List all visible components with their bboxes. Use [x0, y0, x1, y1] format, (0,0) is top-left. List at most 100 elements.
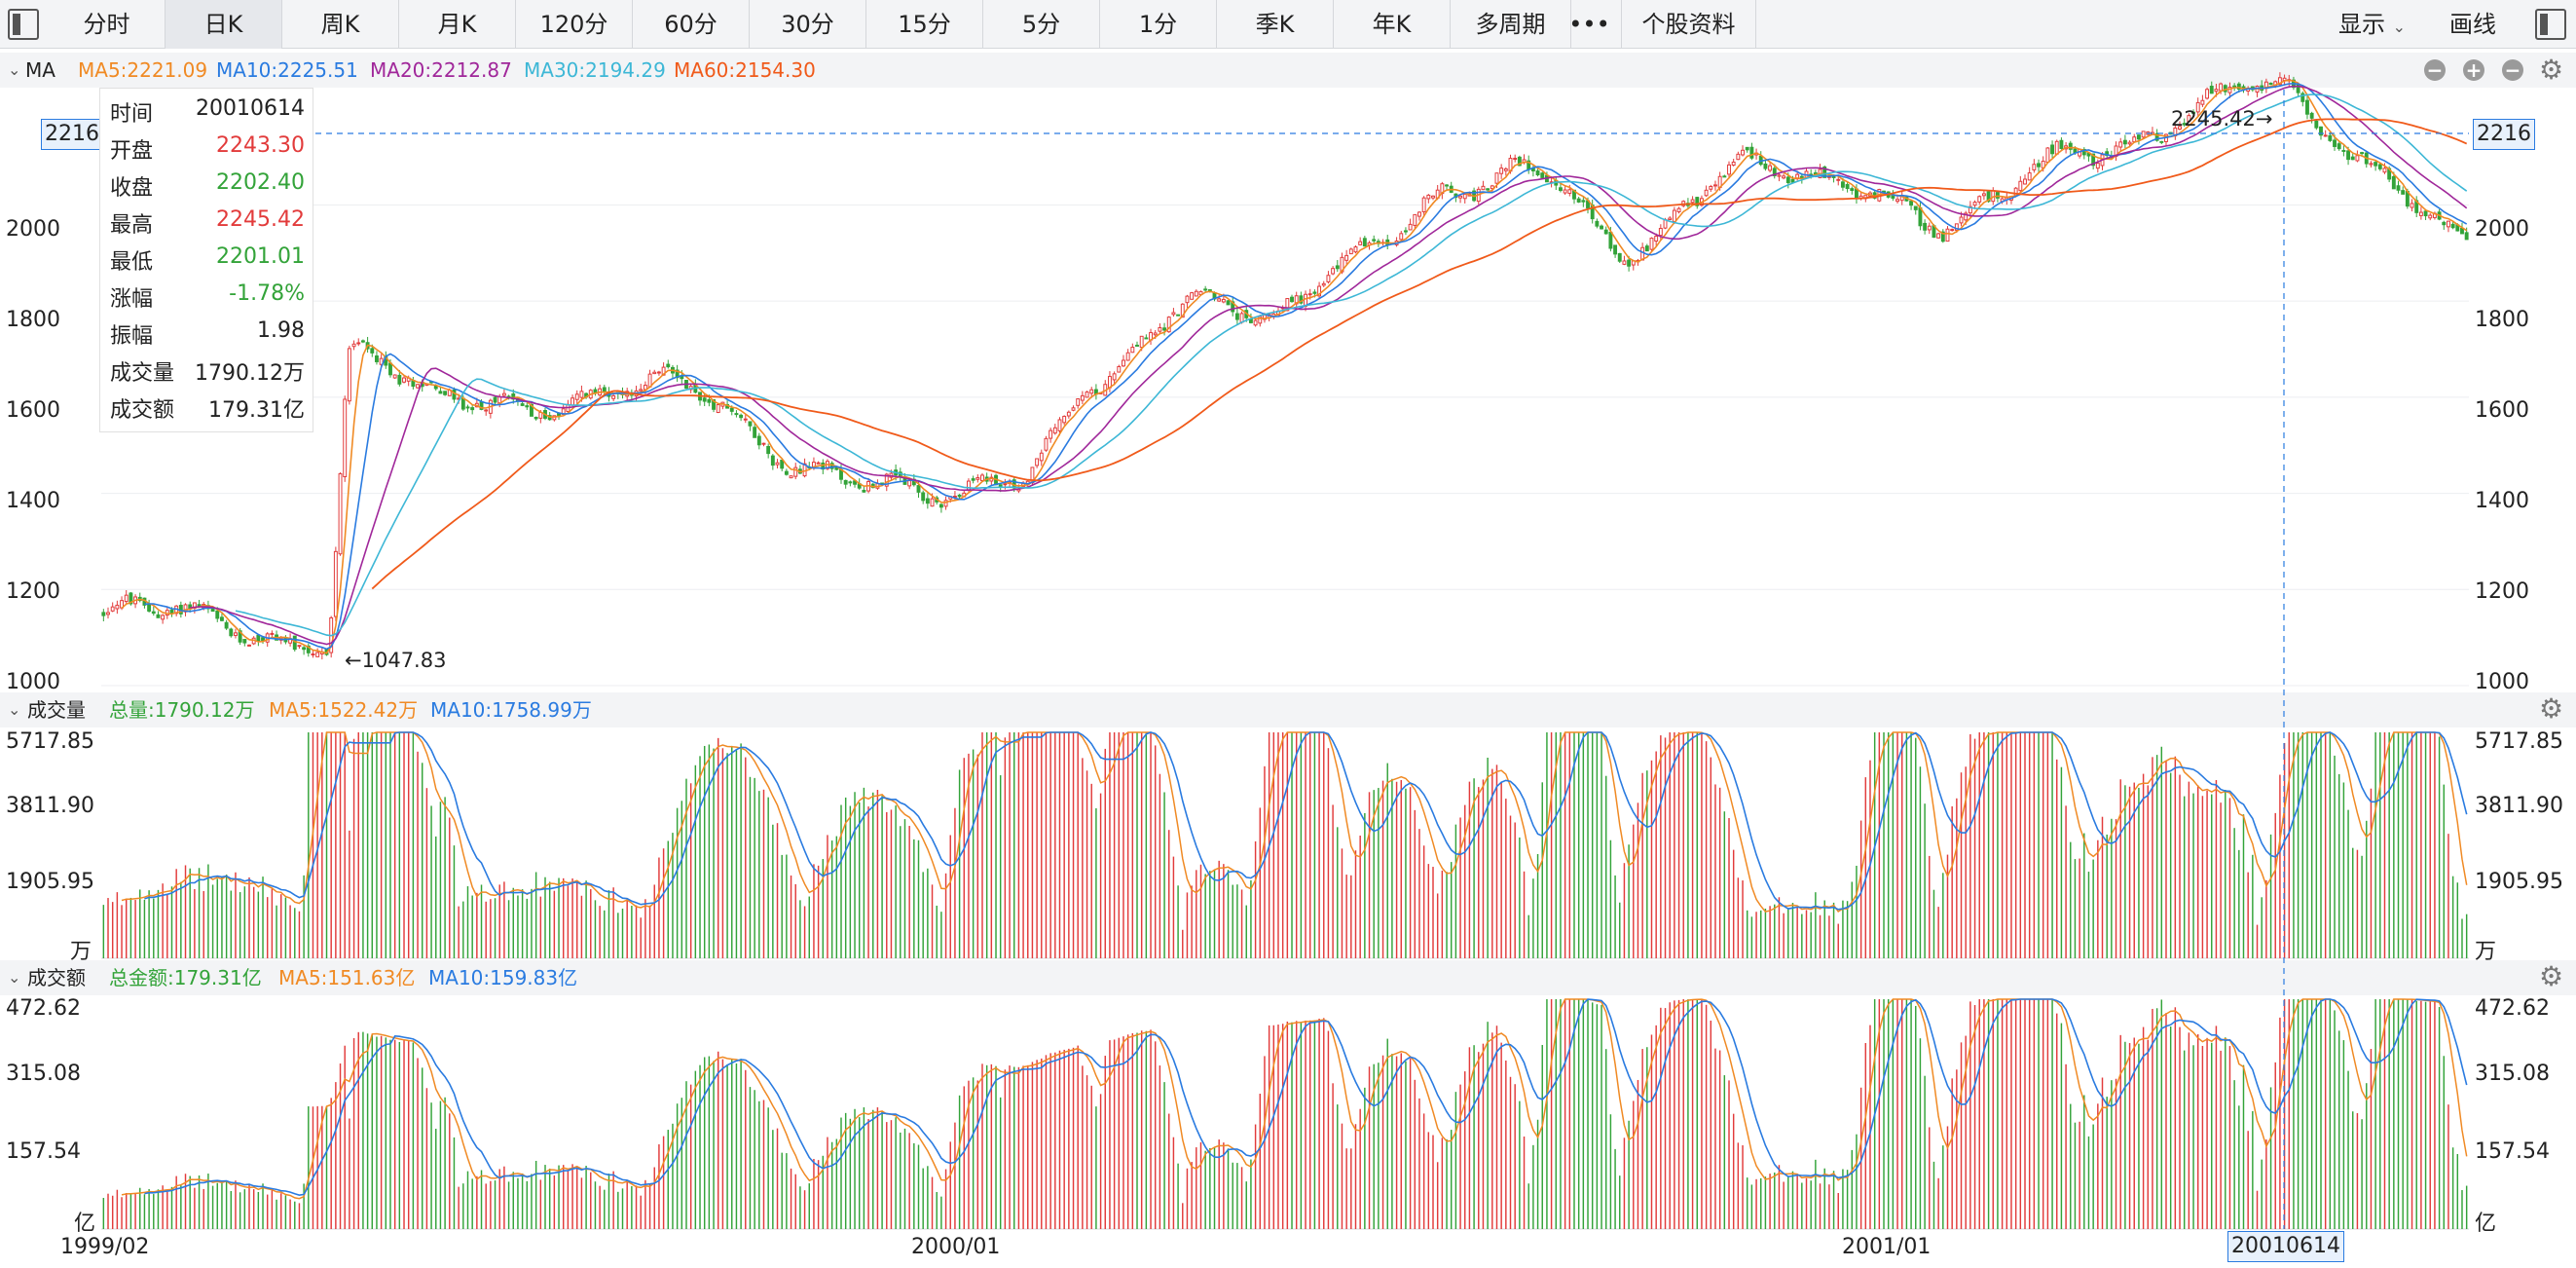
candle	[625, 391, 630, 397]
gear-icon[interactable]: ⚙	[2539, 692, 2564, 725]
volume-bar	[1774, 904, 1776, 958]
remove-indicator-icon[interactable]: −	[2424, 59, 2446, 81]
candle	[124, 594, 129, 603]
amount-bar	[2233, 1080, 2235, 1229]
candle	[1559, 187, 1563, 192]
add-indicator-icon[interactable]: +	[2463, 59, 2484, 81]
candle	[2081, 148, 2086, 156]
left-panel-toggle-icon[interactable]	[8, 9, 39, 40]
volume-bar	[458, 906, 460, 958]
candle	[1185, 295, 1190, 304]
amount-bar	[2024, 999, 2026, 1229]
amount-bar	[453, 1137, 456, 1229]
tab-period-11[interactable]: 年K	[1334, 0, 1451, 49]
candle	[329, 616, 334, 653]
amount-bar	[243, 1189, 246, 1229]
candle	[2059, 139, 2064, 149]
tab-period-7[interactable]: 15分	[866, 0, 983, 49]
volume-bar	[1819, 914, 1822, 958]
tab-period-8[interactable]: 5分	[983, 0, 1100, 49]
collapse-icon[interactable]: ⌄	[8, 60, 21, 79]
amount-bar	[1223, 1142, 1225, 1229]
tab-period-3[interactable]: 月K	[399, 0, 516, 49]
collapse-icon[interactable]: ⌄	[8, 968, 21, 987]
ohlc-info-panel: 时间 20010614 开盘 2243.30 收盘 2202.40 最高 2245.42 最低 2…	[99, 88, 313, 432]
volume-bar	[1168, 830, 1170, 958]
tab-period-6[interactable]: 30分	[750, 0, 866, 49]
candle	[1413, 213, 1417, 226]
amount-bar	[221, 1181, 223, 1229]
right-panel-toggle-icon[interactable]	[2535, 9, 2566, 40]
amount-bar	[1368, 1066, 1371, 1229]
collapse-icon[interactable]: ⌄	[8, 700, 21, 719]
tab-period-4[interactable]: 120分	[516, 0, 633, 49]
volume-bar	[517, 895, 519, 958]
tab-period-10[interactable]: 季K	[1217, 0, 1334, 49]
tab-period-2[interactable]: 周K	[282, 0, 399, 49]
candle	[943, 500, 948, 507]
volume-bar	[1182, 929, 1184, 958]
candle	[1790, 178, 1795, 183]
amount-bar	[380, 1035, 383, 1229]
volume-bar	[243, 886, 246, 958]
draw-line-button[interactable]: 画线	[2449, 11, 2496, 38]
volume-bar	[726, 753, 728, 958]
tab-period-5[interactable]: 60分	[633, 0, 750, 49]
amount-bar	[1623, 1137, 1626, 1229]
amount-bar	[339, 1063, 342, 1229]
amount-bar	[1054, 1052, 1056, 1229]
candle	[1717, 175, 1722, 189]
amount-bar	[2042, 999, 2044, 1229]
volume-bar	[1577, 732, 1580, 958]
gear-icon[interactable]: ⚙	[2539, 960, 2564, 992]
amount-bar	[1937, 1177, 1939, 1229]
amount-bar	[903, 1128, 906, 1229]
candle	[1695, 197, 1700, 206]
volume-bar	[1300, 732, 1303, 958]
candle	[1049, 429, 1053, 439]
volume-bar	[900, 826, 902, 958]
volume-bar	[480, 884, 483, 958]
volume-bar	[2160, 746, 2163, 958]
volume-tick-right-max: 5717.85	[2475, 729, 2563, 754]
volume-bar	[2397, 732, 2400, 958]
volume-bar	[1701, 733, 1703, 958]
amount-bar	[2402, 999, 2404, 1229]
info-row: 最低 2201.01	[110, 244, 305, 281]
candle	[574, 393, 579, 400]
amount-bar	[644, 1179, 646, 1229]
volume-bar	[1199, 864, 1202, 958]
gear-icon[interactable]: ⚙	[2539, 54, 2564, 86]
tab-period-9[interactable]: 1分	[1100, 0, 1217, 49]
volume-bar	[1126, 732, 1129, 958]
tab-period-0[interactable]: 分时	[49, 0, 166, 49]
ma60-value: MA60:2154.30	[674, 58, 816, 82]
volume-bar	[808, 896, 810, 958]
volume-bar	[2220, 802, 2222, 958]
volume-bar	[498, 884, 500, 958]
tab-period-12[interactable]: 多周期	[1451, 0, 1571, 49]
amount-bar	[1892, 999, 1895, 1229]
volume-bar	[1641, 772, 1643, 958]
candle	[247, 644, 251, 647]
tab-period-1[interactable]: 日K	[166, 0, 282, 49]
candle	[169, 609, 174, 615]
candle	[1258, 316, 1263, 324]
amount-bar	[1095, 1106, 1097, 1229]
amount-bar	[726, 1063, 728, 1229]
amount-bar	[1965, 1035, 1967, 1229]
volume-bar	[330, 732, 332, 958]
volume-bar	[257, 891, 260, 958]
stock-info-tab[interactable]: 个股资料	[1622, 0, 1756, 49]
amount-bar	[1987, 999, 1990, 1229]
info-value: 2202.40	[216, 170, 305, 195]
candle	[1481, 185, 1486, 191]
volume-bar	[357, 732, 359, 958]
zoom-out-icon[interactable]: −	[2502, 59, 2523, 81]
volume-bar	[1086, 770, 1088, 958]
more-periods-button[interactable]: •••	[1558, 0, 1622, 49]
display-menu[interactable]: 显示 ⌄	[2338, 0, 2406, 49]
volume-bar	[321, 732, 323, 958]
volume-bar	[2188, 781, 2190, 958]
